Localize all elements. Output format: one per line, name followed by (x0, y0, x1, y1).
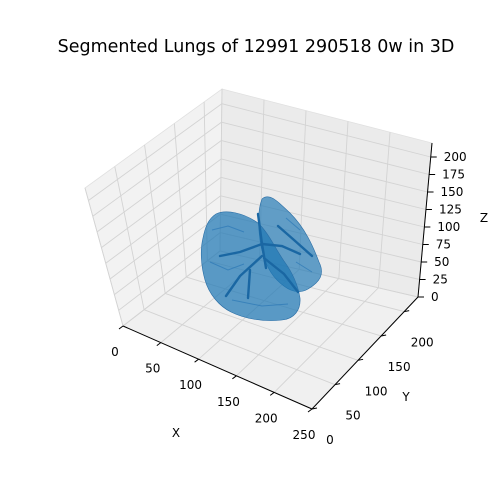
x-tick-mark (156, 342, 162, 347)
y-tick-label: 150 (388, 360, 411, 374)
z-grid-line (105, 177, 222, 264)
y-axis-line (311, 296, 419, 410)
y-grid-line (165, 292, 359, 361)
y-tick-label: 100 (365, 384, 388, 398)
z-grid-line (101, 158, 222, 248)
lung-volume (200, 196, 322, 321)
z-axis-label: Z (480, 211, 488, 225)
z-tick-label: 150 (441, 185, 464, 199)
x-tick-label: 100 (179, 378, 202, 392)
y-axis-label: Y (401, 390, 410, 404)
x-axis-line (122, 325, 313, 410)
x-grid-line (273, 287, 379, 393)
axes-3d (84, 88, 437, 413)
z-tick-label: 200 (444, 150, 467, 164)
z-grid-line (114, 213, 221, 295)
z-tick-label: 100 (437, 220, 460, 234)
z-grid-line (221, 103, 431, 158)
x-tick-label: 0 (111, 345, 119, 359)
z-tick-label: 0 (431, 290, 439, 304)
x-grid-line (338, 121, 349, 279)
x-tick-mark (307, 408, 313, 413)
x-tick-label: 250 (293, 428, 316, 442)
x-axis-label: X (172, 426, 180, 440)
z-axis-line (417, 142, 433, 298)
airway-structure (218, 212, 314, 300)
z-grid-line (96, 140, 222, 233)
z-tick-label: 75 (436, 238, 451, 252)
y-tick-label: 200 (411, 336, 434, 350)
z-tick-label: 25 (433, 273, 448, 287)
x-tick-mark (118, 325, 124, 330)
y-grid-line (143, 309, 336, 386)
y-grid-line (114, 166, 145, 310)
z-grid-line (221, 121, 430, 175)
z-grid-line (221, 140, 428, 193)
axis-lines (118, 142, 437, 413)
z-grid-line (220, 176, 425, 228)
y-tick-label: 50 (345, 409, 360, 423)
z-grid-line (220, 195, 423, 245)
x-tick-mark (194, 358, 199, 363)
z-grid-line (109, 195, 221, 280)
y-grid-line (144, 144, 166, 294)
x-tick-label: 200 (255, 411, 278, 425)
y-grid-line (173, 123, 187, 278)
y-tick-label: 0 (326, 433, 334, 447)
x-tick-label: 150 (217, 395, 240, 409)
chart-title: Segmented Lungs of 12991 290518 0w in 3D (58, 37, 455, 57)
z-tick-label: 125 (439, 203, 462, 217)
x-grid-line (377, 132, 391, 288)
z-grid-line (221, 158, 427, 210)
z-tick-label: 175 (442, 168, 465, 182)
x-tick-mark (232, 375, 237, 380)
y-grid-line (84, 187, 124, 327)
x-tick-mark (269, 391, 275, 396)
z-tick-label: 50 (434, 255, 449, 269)
z-grid-line (88, 103, 223, 201)
x-grid-line (236, 278, 340, 377)
z-grid-line (92, 121, 222, 217)
x-tick-label: 50 (145, 362, 160, 376)
vessel-texture (209, 217, 313, 307)
